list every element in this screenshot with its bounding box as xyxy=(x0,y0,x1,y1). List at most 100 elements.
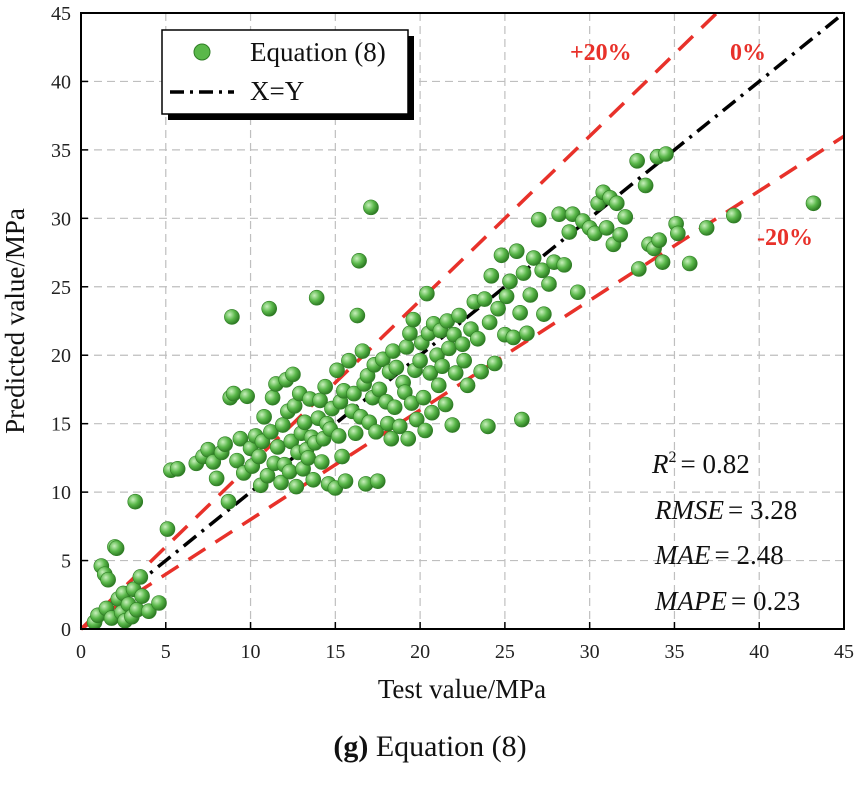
data-point xyxy=(598,220,615,236)
x-tick-label: 40 xyxy=(749,641,769,663)
data-point xyxy=(256,409,272,425)
data-point xyxy=(402,325,418,342)
metric-rmse-value: = 3.28 xyxy=(728,495,797,525)
data-point xyxy=(490,300,506,317)
band-label-zero: 0% xyxy=(730,40,766,66)
data-point xyxy=(313,454,330,470)
data-point xyxy=(259,467,276,484)
data-point xyxy=(536,306,552,322)
axis-ticks: 0 5 10 15 20 25 30 35 40 45 0 5 10 15 20 25 30 35 40 45 xyxy=(51,3,854,663)
data-point xyxy=(208,470,225,487)
data-point xyxy=(341,352,357,369)
data-point xyxy=(556,257,573,273)
data-point xyxy=(451,307,467,324)
data-point xyxy=(530,211,547,228)
y-tick-label: 40 xyxy=(51,71,71,93)
y-tick-label: 5 xyxy=(61,551,71,573)
x-axis-title: Test value/MPa xyxy=(378,674,546,704)
metric-mae-value: = 2.48 xyxy=(714,540,783,570)
data-point xyxy=(317,378,333,395)
metric-mape-value: = 0.23 xyxy=(731,586,800,616)
data-point xyxy=(469,330,486,347)
x-tick-label: 45 xyxy=(834,641,854,663)
data-point xyxy=(534,262,550,279)
data-point xyxy=(308,289,325,306)
data-point xyxy=(334,448,350,465)
metric-r2-name: R xyxy=(651,449,669,479)
x-tick-label: 35 xyxy=(664,641,684,663)
band-label-minus20: -20% xyxy=(757,225,813,251)
data-point xyxy=(385,343,401,359)
data-point xyxy=(383,430,400,447)
y-tick-label: 15 xyxy=(51,414,71,436)
data-point xyxy=(654,254,671,270)
y-tick-label: 20 xyxy=(51,345,71,367)
data-point xyxy=(480,418,496,435)
data-point xyxy=(337,473,354,489)
scatter-chart: 0 5 10 15 20 25 30 35 40 45 0 5 10 15 20 25 30 35 40 45 +20… xyxy=(0,3,854,704)
data-point xyxy=(400,430,417,447)
y-tick-label: 45 xyxy=(51,3,71,25)
data-point xyxy=(525,250,542,266)
data-point xyxy=(681,255,698,272)
metric-r2-value: = 0.82 xyxy=(681,449,750,479)
data-point xyxy=(444,417,461,433)
data-point xyxy=(151,595,167,611)
y-tick-label: 25 xyxy=(51,277,71,299)
data-point xyxy=(447,365,464,381)
data-point xyxy=(273,474,289,491)
metric-mape-name: MAPE xyxy=(654,586,727,616)
data-point xyxy=(498,288,515,305)
data-point xyxy=(454,336,471,353)
data-point xyxy=(698,220,715,236)
y-tick-label: 10 xyxy=(51,482,71,504)
metric-mae-name: MAE xyxy=(654,540,711,570)
metric-rmse-name: RMSE xyxy=(654,495,724,525)
data-point xyxy=(159,521,176,537)
data-point xyxy=(224,309,240,325)
data-point xyxy=(305,471,322,488)
data-point xyxy=(515,265,532,281)
data-point xyxy=(658,146,674,162)
data-point xyxy=(412,352,428,369)
y-tick-label: 0 xyxy=(61,619,71,641)
data-point xyxy=(612,226,628,243)
data-point xyxy=(141,603,157,620)
legend-label-equation: Equation (8) xyxy=(250,37,386,67)
identity-line xyxy=(79,11,846,631)
data-point xyxy=(441,340,457,357)
data-point xyxy=(424,404,440,421)
data-point xyxy=(434,358,450,374)
caption-text: Equation (8) xyxy=(368,730,527,763)
data-point xyxy=(386,399,403,416)
data-point xyxy=(522,287,539,303)
x-tick-label: 15 xyxy=(325,641,345,663)
x-tick-label: 25 xyxy=(495,641,515,663)
data-point xyxy=(369,473,386,489)
y-axis-title: Predicted value/MPa xyxy=(0,208,30,434)
data-point xyxy=(459,377,476,394)
band-label-plus20: +20% xyxy=(570,40,632,66)
data-point xyxy=(408,411,425,428)
plot-frame xyxy=(80,12,845,630)
x-tick-label: 30 xyxy=(580,641,600,663)
data-point xyxy=(297,414,313,431)
data-point xyxy=(329,362,345,379)
data-point xyxy=(239,388,255,405)
data-point xyxy=(251,448,267,465)
x-tick-label: 5 xyxy=(161,641,171,663)
data-point xyxy=(261,300,278,317)
data-point xyxy=(483,268,500,284)
data-point xyxy=(637,177,654,194)
x-tick-label: 10 xyxy=(241,641,261,663)
data-point xyxy=(100,571,116,588)
data-point xyxy=(398,339,415,355)
data-point xyxy=(300,450,317,466)
data-point xyxy=(508,243,525,259)
data-point xyxy=(351,252,367,269)
data-point xyxy=(725,207,742,224)
data-point xyxy=(551,206,567,223)
data-point xyxy=(127,493,144,510)
data-point xyxy=(502,273,518,290)
data-point xyxy=(608,195,625,212)
